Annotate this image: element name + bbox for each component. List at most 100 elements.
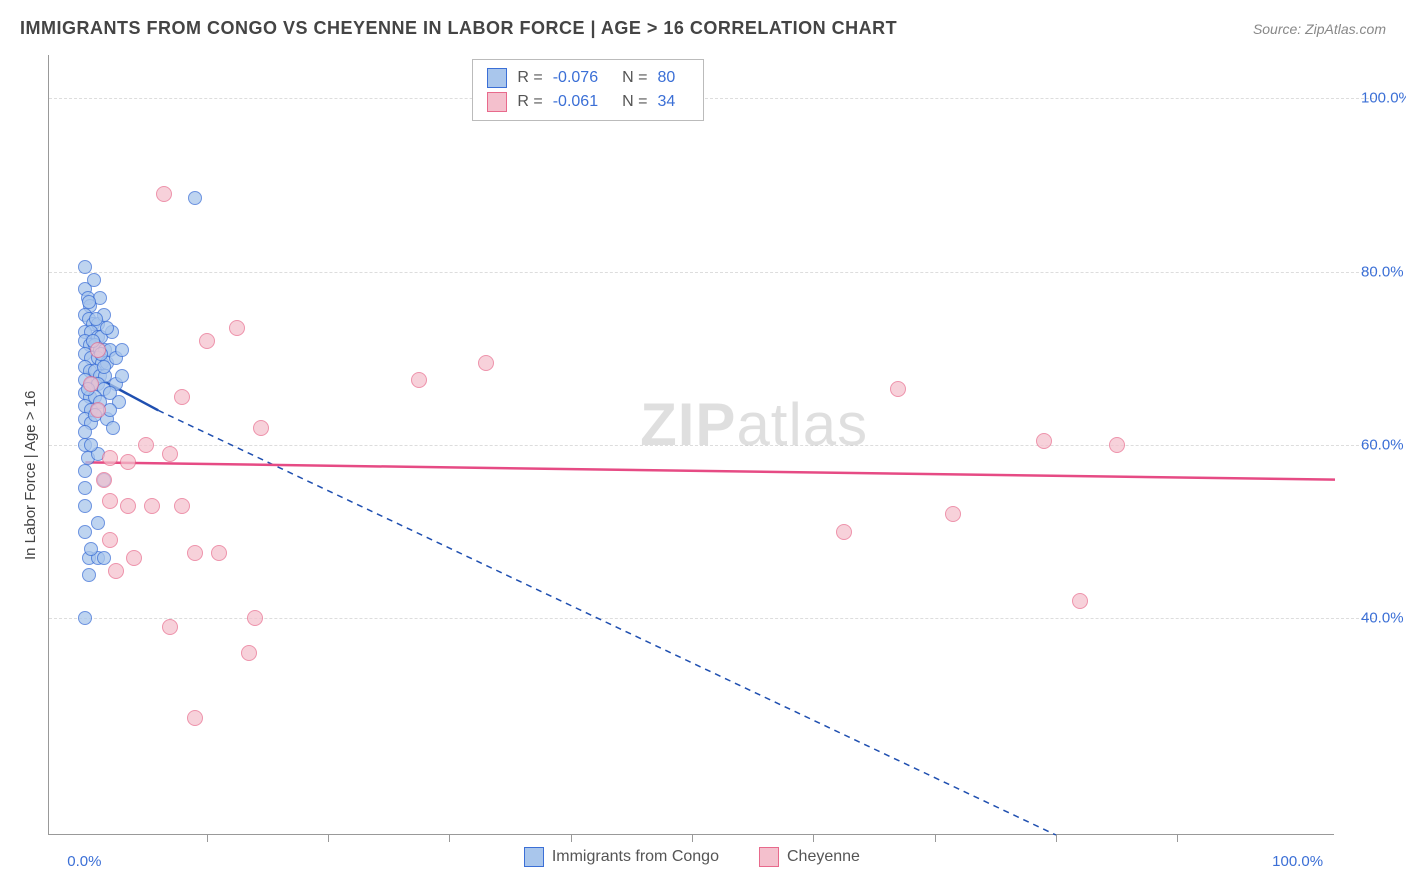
data-point-cheyenne [156, 186, 172, 202]
x-tick-mark [449, 834, 450, 842]
legend-item-congo: Immigrants from Congo [524, 847, 719, 867]
x-tick-mark [328, 834, 329, 842]
x-tick-mark [1056, 834, 1057, 842]
data-point-congo [78, 481, 92, 495]
data-point-congo [89, 312, 103, 326]
y-tick-label: 60.0% [1361, 437, 1404, 454]
data-point-cheyenne [83, 376, 99, 392]
y-axis-label: In Labor Force | Age > 16 [22, 391, 39, 560]
trend-line-cheyenne [85, 462, 1335, 479]
gridline [49, 98, 1374, 99]
data-point-congo [82, 568, 96, 582]
data-point-congo [87, 273, 101, 287]
data-point-congo [78, 260, 92, 274]
x-tick-label: 0.0% [67, 853, 101, 870]
data-point-congo [115, 369, 129, 383]
y-tick-label: 100.0% [1361, 90, 1406, 107]
x-tick-mark [935, 834, 936, 842]
data-point-cheyenne [187, 710, 203, 726]
data-point-cheyenne [90, 342, 106, 358]
data-point-cheyenne [241, 645, 257, 661]
data-point-cheyenne [247, 610, 263, 626]
data-point-congo [78, 464, 92, 478]
data-point-cheyenne [1109, 437, 1125, 453]
swatch-cheyenne [759, 847, 779, 867]
gridline [49, 445, 1374, 446]
legend-stat-row-cheyenne: R = -0.061 N = 34 [487, 90, 689, 114]
watermark: ZIPatlas [640, 390, 868, 459]
stat-n-value: 80 [657, 69, 675, 87]
data-point-congo [78, 425, 92, 439]
x-tick-mark [571, 834, 572, 842]
legend-label: Immigrants from Congo [552, 848, 719, 866]
data-point-cheyenne [890, 381, 906, 397]
data-point-cheyenne [162, 446, 178, 462]
data-point-cheyenne [945, 506, 961, 522]
y-tick-label: 40.0% [1361, 610, 1404, 627]
data-point-cheyenne [187, 545, 203, 561]
legend-label: Cheyenne [787, 848, 860, 866]
trend-line-ext-congo [158, 410, 1056, 835]
stat-n-label: N = [622, 93, 647, 111]
data-point-cheyenne [162, 619, 178, 635]
x-tick-mark [692, 834, 693, 842]
legend-series: Immigrants from Congo Cheyenne [524, 847, 860, 867]
data-point-congo [78, 499, 92, 513]
data-point-congo [103, 386, 117, 400]
data-point-congo [106, 421, 120, 435]
data-point-congo [115, 343, 129, 357]
data-point-cheyenne [102, 532, 118, 548]
data-point-congo [84, 542, 98, 556]
legend-item-cheyenne: Cheyenne [759, 847, 860, 867]
chart-title: IMMIGRANTS FROM CONGO VS CHEYENNE IN LAB… [20, 18, 897, 39]
stat-r-label: R = [517, 93, 542, 111]
gridline [49, 272, 1374, 273]
data-point-cheyenne [411, 372, 427, 388]
data-point-cheyenne [253, 420, 269, 436]
data-point-congo [78, 525, 92, 539]
swatch-cheyenne [487, 92, 507, 112]
data-point-cheyenne [102, 493, 118, 509]
data-point-cheyenne [478, 355, 494, 371]
x-tick-mark [813, 834, 814, 842]
data-point-congo [84, 438, 98, 452]
stat-r-label: R = [517, 69, 542, 87]
data-point-congo [82, 295, 96, 309]
data-point-cheyenne [90, 402, 106, 418]
data-point-cheyenne [138, 437, 154, 453]
data-point-cheyenne [199, 333, 215, 349]
stat-r-value: -0.061 [553, 93, 598, 111]
data-point-cheyenne [174, 498, 190, 514]
stat-r-value: -0.076 [553, 69, 598, 87]
data-point-congo [97, 551, 111, 565]
stat-n-label: N = [622, 69, 647, 87]
data-point-cheyenne [120, 454, 136, 470]
data-point-cheyenne [211, 545, 227, 561]
plot-area: ZIPatlas 40.0%60.0%80.0%100.0% [48, 55, 1334, 835]
data-point-congo [97, 360, 111, 374]
data-point-cheyenne [836, 524, 852, 540]
y-tick-label: 80.0% [1361, 263, 1404, 280]
data-point-cheyenne [126, 550, 142, 566]
x-tick-mark [1177, 834, 1178, 842]
swatch-congo [487, 68, 507, 88]
data-point-cheyenne [229, 320, 245, 336]
data-point-cheyenne [1072, 593, 1088, 609]
data-point-cheyenne [96, 472, 112, 488]
source-label: Source: ZipAtlas.com [1253, 21, 1386, 37]
data-point-congo [100, 321, 114, 335]
stat-n-value: 34 [657, 93, 675, 111]
data-point-cheyenne [120, 498, 136, 514]
data-point-congo [188, 191, 202, 205]
data-point-cheyenne [174, 389, 190, 405]
data-point-congo [78, 611, 92, 625]
data-point-congo [91, 516, 105, 530]
x-tick-mark [207, 834, 208, 842]
legend-stats: R = -0.076 N = 80 R = -0.061 N = 34 [472, 59, 704, 121]
data-point-cheyenne [1036, 433, 1052, 449]
data-point-cheyenne [102, 450, 118, 466]
x-tick-label: 100.0% [1272, 853, 1323, 870]
data-point-cheyenne [108, 563, 124, 579]
swatch-congo [524, 847, 544, 867]
legend-stat-row-congo: R = -0.076 N = 80 [487, 66, 689, 90]
